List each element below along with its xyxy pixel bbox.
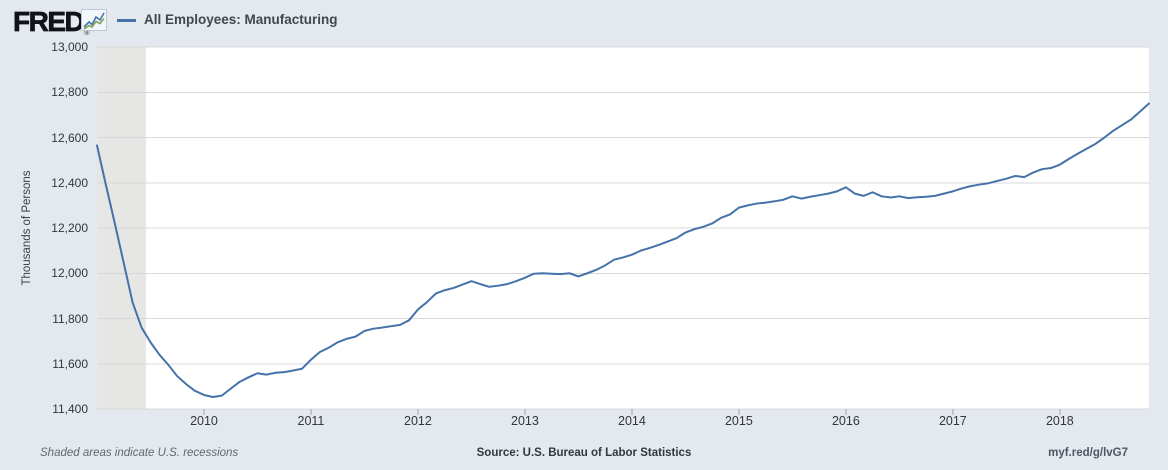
graph-header: FRED® All Employees: Manufacturing [0,0,1168,42]
y-tick-label: 12,800 [51,85,88,100]
data-series-line [96,102,1150,399]
y-tick-label: 13,000 [51,40,88,54]
y-tick-label: 11,800 [52,311,88,326]
y-tick-label: 11,600 [52,356,88,371]
y-tick-label: 12,600 [51,130,88,145]
series-legend-line-swatch [117,19,136,22]
y-tick-label: 12,200 [51,221,88,235]
plot-area[interactable] [96,46,1150,415]
x-tick-label: 2018 [1045,414,1074,428]
y-tick-label: 11,400 [52,402,88,416]
x-tick-label: 2015 [724,414,753,428]
recession-note: Shaded areas indicate U.S. recessions [40,447,239,459]
x-tick-label: 2012 [404,414,432,428]
fred-sparkline-icon [81,9,107,31]
short-url[interactable]: myf.red/g/lvG7 [1048,447,1128,459]
source-label: Source: U.S. Bureau of Labor Statistics [476,447,692,459]
registered-trademark-icon: ® [84,30,90,37]
x-tick-label: 2013 [511,414,539,428]
fred-logo: FRED® [13,6,90,38]
x-tick-label: 2011 [297,414,325,428]
x-tick-label: 2014 [618,414,646,428]
fred-logo-text: FRED [13,6,85,38]
graph-footer: Shaded areas indicate U.S. recessions So… [0,444,1168,470]
x-tick-label: 2016 [831,414,860,428]
series-legend-label: All Employees: Manufacturing [144,12,338,27]
y-tick-label: 12,400 [51,175,88,190]
line-chart[interactable] [96,46,1150,415]
x-tick-label: 2017 [938,414,967,428]
x-tick-label: 2010 [190,414,218,428]
y-tick-label: 12,000 [51,266,88,281]
